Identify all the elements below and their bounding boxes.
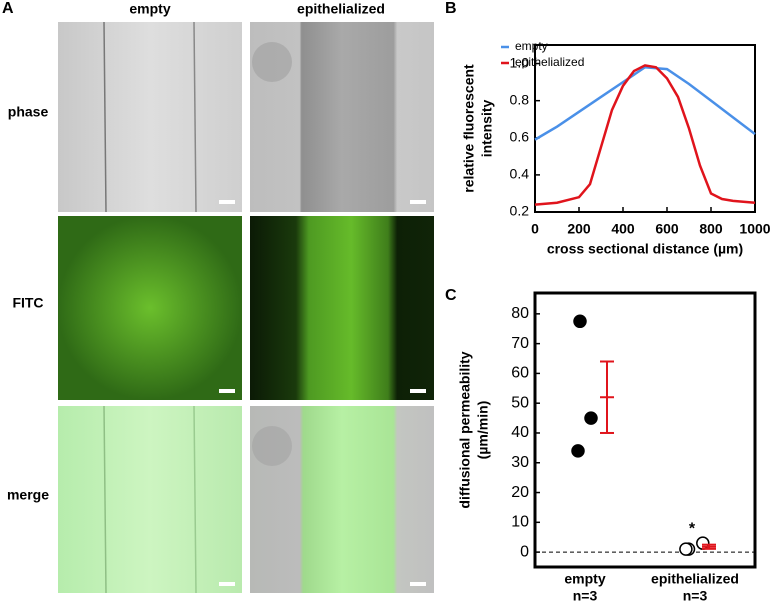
y-tick-label: 20 (511, 484, 529, 501)
x-axis-label: cross sectional distance (µm) (547, 241, 743, 257)
y-tick-label: 10 (511, 514, 529, 531)
scale-bar (219, 389, 235, 393)
y-tick-label: 0 (520, 543, 529, 560)
plot-frame (534, 44, 756, 213)
channel-edge (103, 405, 107, 594)
y-tick-label: 0.4 (510, 166, 530, 182)
x-tick-label: 1000 (739, 221, 770, 237)
column-header: empty (129, 1, 170, 17)
panel-a: A empty epithelialized phase FITC merge (2, 0, 434, 594)
artifact (252, 426, 292, 466)
series-line (534, 65, 756, 141)
plot-frame (533, 291, 757, 569)
x-tick-label: 800 (699, 221, 723, 237)
x-tick-label: 200 (567, 221, 591, 237)
scale-bar (410, 200, 426, 204)
y-axis-label: intensity (479, 100, 495, 158)
scale-bar (219, 200, 235, 204)
y-tick-label: 70 (511, 335, 529, 352)
micrograph (58, 22, 242, 212)
micrograph (58, 406, 242, 593)
micrograph (250, 406, 434, 593)
data-point (571, 444, 585, 458)
legend-label: epithelialized (515, 55, 584, 69)
row-header: merge (7, 487, 49, 503)
column-header: epithelialized (297, 1, 385, 17)
channel-edge (103, 21, 107, 213)
series-line (534, 64, 756, 206)
data-point (584, 411, 598, 425)
scale-bar (410, 582, 426, 586)
panel-label: C (445, 287, 457, 304)
category-label: empty (564, 571, 605, 587)
panel-label: B (445, 0, 457, 17)
y-tick-label: 50 (511, 394, 529, 411)
n-label: n=3 (573, 588, 598, 603)
annotation: * (689, 520, 696, 537)
y-tick-label: 0.2 (510, 203, 530, 219)
y-axis-label: diffusional permeability (457, 351, 473, 508)
y-tick-label: 60 (511, 365, 529, 382)
x-tick-label: 400 (611, 221, 635, 237)
micrograph (250, 216, 434, 400)
row-header: phase (8, 104, 49, 120)
artifact (252, 42, 292, 82)
scale-bar (219, 582, 235, 586)
scale-bar (410, 389, 426, 393)
y-tick-label: 0.8 (510, 91, 530, 107)
row-header: FITC (12, 295, 43, 311)
y-tick-label: 1.0 (510, 54, 530, 70)
data-point (573, 314, 587, 329)
y-tick-label: 80 (511, 305, 529, 322)
y-tick-label: 0.6 (510, 128, 530, 144)
y-tick-label: 40 (511, 424, 529, 441)
x-tick-label: 600 (655, 221, 679, 237)
n-label: n=3 (683, 588, 708, 603)
y-axis-label: relative fluorescent (461, 64, 477, 193)
legend-label: empty (515, 39, 548, 53)
micrograph (58, 216, 242, 400)
y-axis-label: (µm/min) (475, 401, 491, 460)
x-tick-label: 0 (531, 221, 539, 237)
data-point (679, 542, 693, 556)
y-tick-label: 30 (511, 454, 529, 471)
category-label: epithelialized (651, 571, 739, 587)
channel-edge (193, 405, 197, 594)
panel-label: A (2, 0, 14, 17)
channel-edge (193, 21, 197, 213)
